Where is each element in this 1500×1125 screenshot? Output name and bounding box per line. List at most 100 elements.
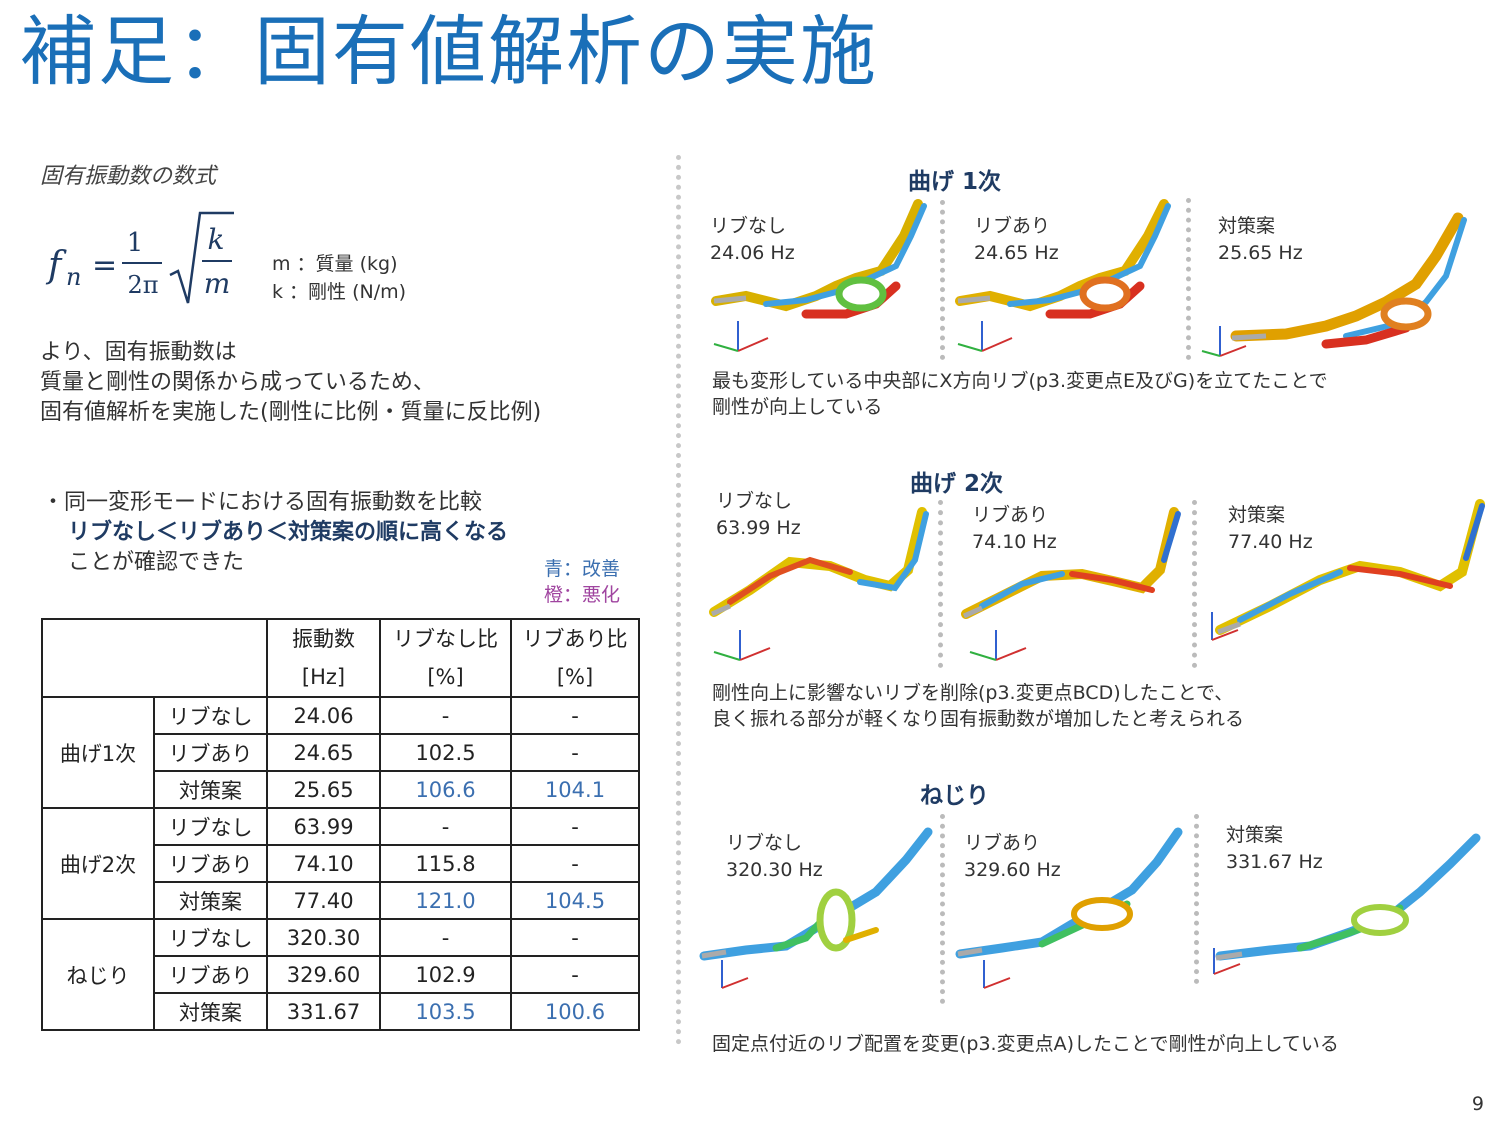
panel-freq: 77.40 Hz xyxy=(1228,531,1313,553)
panel-separator xyxy=(1192,500,1197,668)
panel-label-bend1-proposal: 対策案 25.65 Hz xyxy=(1218,213,1303,267)
mode-note-bend1: 最も変形している中央部にX方向リブ(p3.変更点E及びG)を立てたことで 剛性が… xyxy=(712,368,1328,420)
finding-line-3: ことが確認できた xyxy=(68,550,245,575)
freq-cell: 331.67 xyxy=(266,992,381,1031)
ratio2-cell: - xyxy=(510,844,640,883)
var-stiffness: k ：剛性 (N/m) xyxy=(272,281,407,303)
fem-contour-image xyxy=(1200,494,1490,644)
mode-title-torsion: ねじり xyxy=(920,783,989,809)
formula-numerator: 1 xyxy=(127,228,144,258)
formula-denominator: 2π xyxy=(127,271,158,299)
panel-separator xyxy=(1186,198,1191,360)
intro-line-1: より、固有振動数は xyxy=(40,340,237,365)
note-line: 剛性向上に影響ないリブを削除(p3.変更点BCD)したことで、 xyxy=(712,682,1234,704)
frequency-table: 振動数 [Hz] リブなし比 [%] リブあり比 [%] 曲げ1次 リブなし 2… xyxy=(41,618,640,1031)
panel-case: 対策案 xyxy=(1228,504,1286,526)
ratio1-cell: 106.6 xyxy=(379,770,512,809)
ratio2-cell: - xyxy=(510,696,640,735)
mode-note-bend2: 剛性向上に影響ないリブを削除(p3.変更点BCD)したことで、 良く振れる部分が… xyxy=(712,680,1244,732)
case-cell: 対策案 xyxy=(153,881,268,920)
panel-case: リブなし xyxy=(726,832,803,854)
case-cell: リブあり xyxy=(153,733,268,772)
case-cell: リブなし xyxy=(153,696,268,735)
finding-line-1: ・同一変形モードにおける固有振動数を比較 xyxy=(42,490,483,515)
page-title: 補足：固有値解析の実施 xyxy=(20,7,878,96)
panel-freq: 74.10 Hz xyxy=(972,531,1057,553)
panel-separator xyxy=(938,500,943,668)
ratio2-cell: - xyxy=(510,733,640,772)
legend-improve: 青：改善 xyxy=(544,558,621,580)
note-line: 剛性が向上している xyxy=(712,396,883,418)
ratio1-cell: - xyxy=(379,696,512,735)
panel-case: リブあり xyxy=(964,832,1041,854)
ratio2-cell: 104.1 xyxy=(510,770,640,809)
case-cell: リブあり xyxy=(153,844,268,883)
freq-cell: 329.60 xyxy=(266,955,381,994)
group-label: ねじり xyxy=(41,918,155,1031)
freq-cell: 77.40 xyxy=(266,881,381,920)
ratio2-cell: 104.5 xyxy=(510,881,640,920)
formula-k: k xyxy=(208,223,225,256)
formula-lhs-n: n xyxy=(66,263,81,291)
ratio2-cell: 100.6 xyxy=(510,992,640,1031)
table-header-row: 振動数 [Hz] リブなし比 [%] リブあり比 [%] xyxy=(41,618,640,698)
ratio1-cell: 102.9 xyxy=(379,955,512,994)
finding-bullet: ・同一変形モードにおける固有振動数を比較 リブなし＜リブあり＜対策案の順に高くな… xyxy=(42,488,508,578)
case-cell: 対策案 xyxy=(153,770,268,809)
freq-cell: 24.65 xyxy=(266,733,381,772)
table-row: リブあり 329.60 102.9 - xyxy=(42,955,640,994)
table-row: 対策案 331.67 103.5 100.6 xyxy=(42,992,640,1031)
page-number: 9 xyxy=(1471,1093,1484,1115)
formula-lhs-f: f xyxy=(45,245,67,286)
ratio2-cell: - xyxy=(510,807,640,846)
panel-case: リブなし xyxy=(716,490,793,512)
panel-label-bend2-proposal: 対策案 77.40 Hz xyxy=(1228,502,1313,556)
panel-separator xyxy=(940,814,945,1004)
panel-case: リブあり xyxy=(974,215,1051,237)
finding-line-2: リブなし＜リブあり＜対策案の順に高くなる xyxy=(68,520,509,545)
formula-m: m xyxy=(204,267,231,300)
panel-case: リブあり xyxy=(972,504,1049,526)
header-ratio-rib: リブあり比 [%] xyxy=(510,618,640,698)
group-label: 曲げ1次 xyxy=(41,696,155,809)
ratio1-cell: - xyxy=(379,918,512,957)
case-cell: 対策案 xyxy=(153,992,268,1031)
formula-caption: 固有振動数の数式 xyxy=(40,164,217,189)
group-label: 曲げ2次 xyxy=(41,807,155,920)
fem-contour-image xyxy=(706,196,942,356)
fem-contour-image xyxy=(1196,206,1486,360)
panel-label-bend1-norib: リブなし 24.06 Hz xyxy=(710,213,795,267)
freq-cell: 24.06 xyxy=(266,696,381,735)
ratio2-cell: - xyxy=(510,955,640,994)
freq-cell: 74.10 xyxy=(266,844,381,883)
ratio1-cell: - xyxy=(379,807,512,846)
note-line: 固定点付近のリブ配置を変更(p3.変更点A)したことで剛性が向上している xyxy=(712,1033,1339,1055)
table-header-blank xyxy=(41,618,268,698)
fem-contour-image xyxy=(700,500,936,668)
panel-label-torsion-rib: リブあり 329.60 Hz xyxy=(964,830,1061,884)
panel-case: 対策案 xyxy=(1226,824,1284,846)
case-cell: リブあり xyxy=(153,955,268,994)
formula-variables: m ：質量 (kg) k ：剛性 (N/m) xyxy=(272,250,406,306)
note-line: 最も変形している中央部にX方向リブ(p3.変更点E及びG)を立てたことで xyxy=(712,370,1328,392)
note-line: 良く振れる部分が軽くなり固有振動数が増加したと考えられる xyxy=(712,708,1245,730)
intro-line-2: 質量と剛性の関係から成っているため、 xyxy=(40,370,435,395)
natural-frequency-formula: f n = 1 2π k m xyxy=(40,205,260,315)
color-legend: 青：改善 橙：悪化 xyxy=(544,556,620,608)
fem-contour-image xyxy=(696,820,940,992)
panel-freq: 331.67 Hz xyxy=(1226,851,1323,873)
panel-label-torsion-norib: リブなし 320.30 Hz xyxy=(726,830,823,884)
panel-case: リブなし xyxy=(710,215,787,237)
freq-cell: 320.30 xyxy=(266,918,381,957)
panel-case: 対策案 xyxy=(1218,215,1276,237)
mode-title-bend2: 曲げ 2次 xyxy=(910,471,1004,497)
fem-contour-image xyxy=(952,820,1190,992)
table-row: ねじり リブなし 320.30 - - xyxy=(41,918,640,1031)
column-divider xyxy=(676,155,681,1045)
panel-separator xyxy=(1194,814,1199,984)
table-row: 対策案 77.40 121.0 104.5 xyxy=(42,881,640,920)
panel-freq: 25.65 Hz xyxy=(1218,242,1303,264)
svg-text:=: = xyxy=(92,248,117,283)
header-freq: 振動数 [Hz] xyxy=(266,618,381,698)
intro-paragraph: より、固有振動数は 質量と剛性の関係から成っているため、 固有値解析を実施した(… xyxy=(40,338,541,428)
